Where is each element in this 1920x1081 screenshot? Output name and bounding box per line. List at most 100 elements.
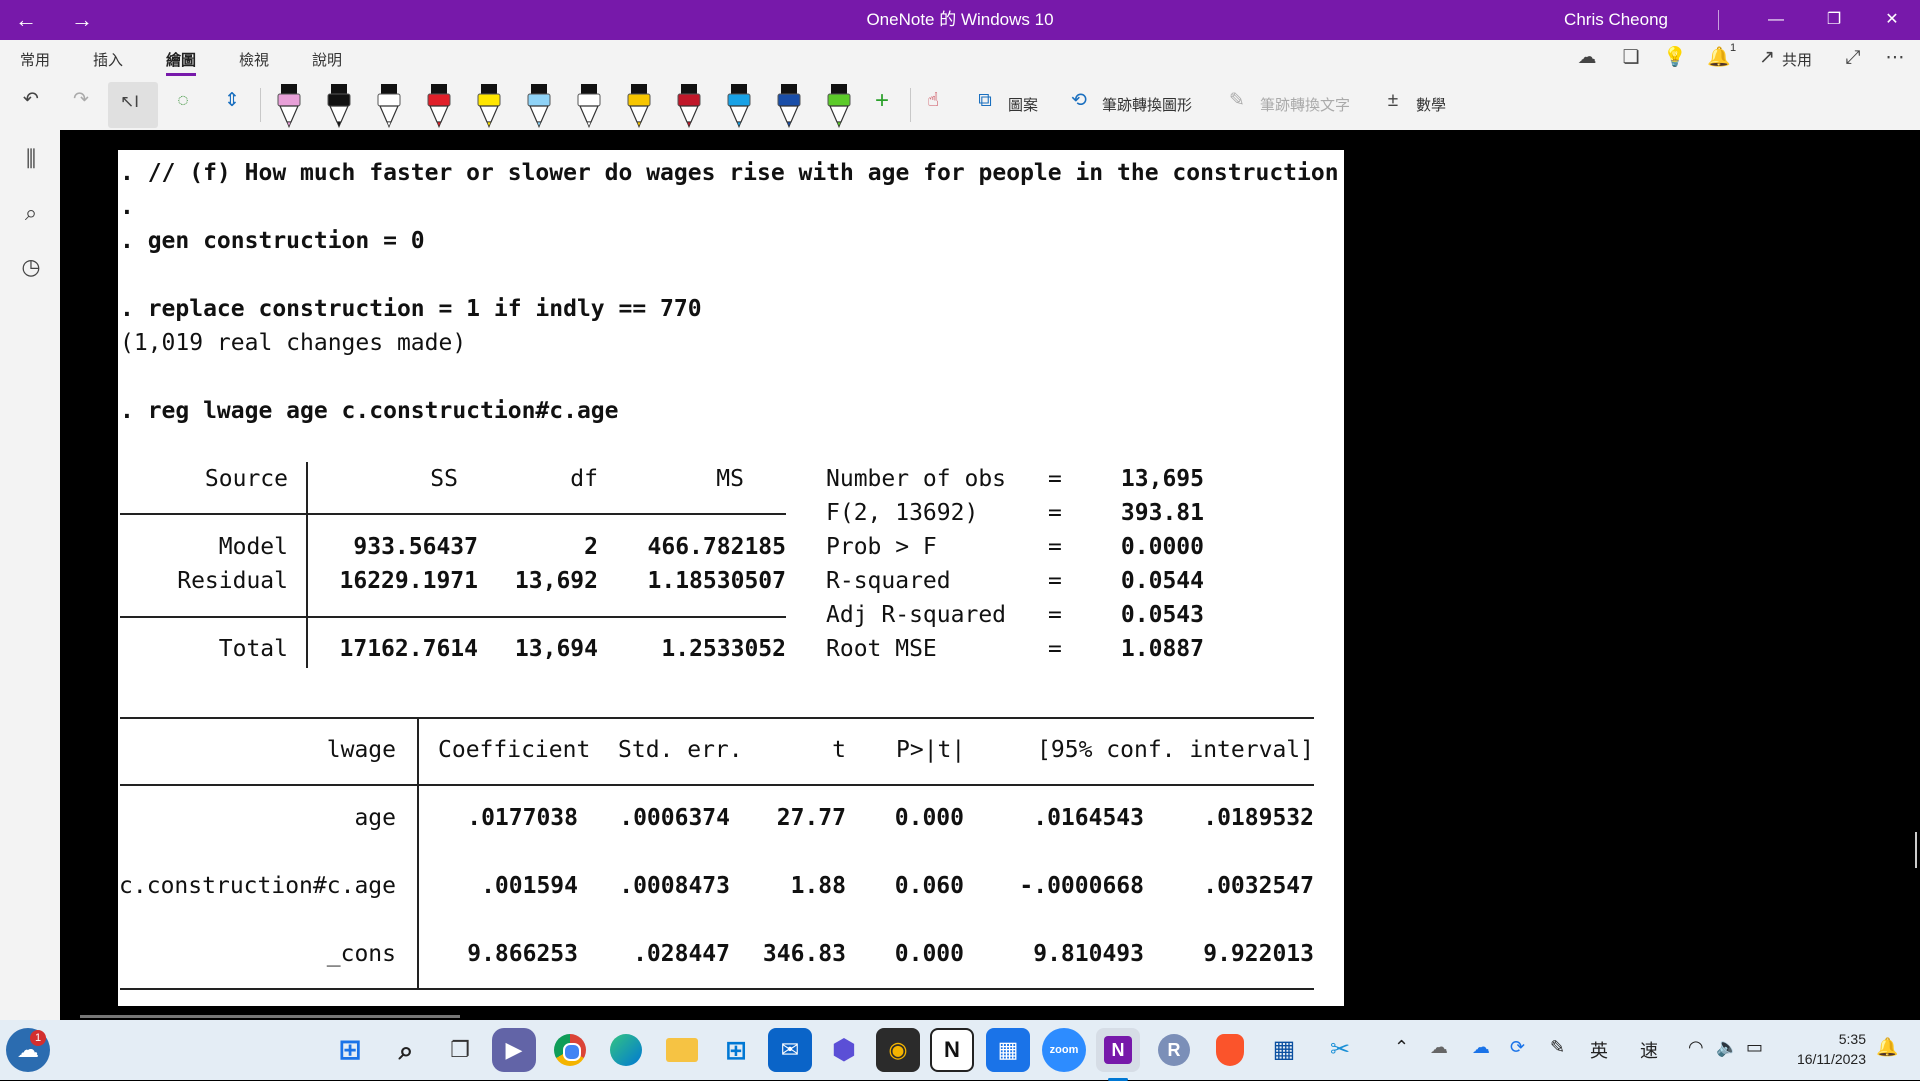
pen-icon[interactable] [622,82,656,128]
clock-time: 5:35 [1838,1031,1866,1047]
r-app[interactable]: R [1152,1028,1196,1072]
pen-icon[interactable] [422,82,456,128]
more-icon[interactable]: ⋯ [1885,47,1905,68]
teams-app[interactable]: ▶ [492,1028,536,1072]
recent-clock-icon[interactable]: ◷ [21,254,41,279]
stat-label: Root MSE [826,636,937,662]
ime-language[interactable]: 英 [1590,1041,1608,1061]
mail-app[interactable]: ✉ [768,1028,812,1072]
redo-icon[interactable]: ↷ [73,89,89,110]
minimize-button[interactable]: — [1768,11,1784,28]
anova-vertical-rule [306,462,308,668]
forward-arrow-icon[interactable]: → [71,7,93,32]
coef-row-label: _cons [326,941,396,967]
clipchamp-app[interactable]: ⬢ [822,1028,866,1072]
tab-insert[interactable]: 插入 [93,52,124,69]
shapes-button[interactable]: 圖案 [1008,97,1039,114]
tab-view[interactable]: 檢視 [239,52,270,69]
vertical-scrollbar[interactable] [1915,832,1917,868]
store-app[interactable]: ⊞ [714,1028,758,1072]
coef-cell: .001594 [481,873,578,899]
onedrive-icon[interactable]: ☁ [1472,1037,1490,1057]
onenote-app[interactable]: N [1096,1028,1140,1081]
tab-draw[interactable]: 繪圖 [166,49,197,76]
pen-icon[interactable] [572,82,606,128]
pen-icon[interactable] [722,82,756,128]
ink-to-shape-button[interactable]: 筆跡轉換圖形 [1102,97,1193,114]
pen-icon[interactable] [322,82,356,128]
sync-cloud-icon[interactable]: ☁ [1577,47,1597,68]
insert-space-icon[interactable]: ⇕ [224,90,240,111]
coef-cell: 346.83 [762,941,846,967]
battery-icon[interactable]: ▭ [1746,1037,1764,1057]
ribbon: 常用 插入 繪圖 檢視 說明 ☁ ❏ 💡 🔔 1 ↗ 共用 ⤢ ⋯ ↶ ↷ ↖I… [0,40,1920,130]
notification-bell-icon[interactable]: 🔔 [1876,1037,1899,1057]
undo-icon[interactable]: ↶ [23,89,39,110]
math-button[interactable]: 數學 [1416,97,1447,114]
file-explorer-app[interactable] [660,1028,704,1072]
calendar-app[interactable]: ▦ [986,1028,1030,1072]
horizontal-scrollbar[interactable] [80,1015,460,1018]
zoom-app[interactable]: zoom [1042,1028,1086,1072]
back-arrow-icon[interactable]: ← [15,7,37,32]
clipchamp-icon: ⬢ [831,1034,857,1065]
chrome-app[interactable] [548,1028,592,1072]
notebook-icon[interactable]: ❏ [1622,47,1640,68]
notion-app[interactable]: N [930,1028,974,1072]
ink-to-shape-icon[interactable]: ⟲ [1071,90,1087,111]
taskbar-search[interactable]: ⌕ [384,1028,428,1072]
type-select-tool[interactable]: ↖I [108,82,158,128]
show-hidden-icons-chevron-icon[interactable]: ⌃ [1394,1037,1410,1057]
coef-cell: .0032547 [1203,873,1314,899]
lightbulb-icon[interactable]: 💡 [1663,47,1687,68]
tab-home[interactable]: 常用 [20,52,51,69]
anova-cell: 13,694 [514,636,598,662]
pen-icon[interactable] [822,82,856,128]
sync-icon[interactable]: ⟳ [1510,1037,1526,1057]
bell-icon[interactable]: 🔔 [1707,47,1731,68]
share-icon[interactable]: ↗ [1759,47,1775,68]
close-button[interactable]: ✕ [1885,11,1899,28]
pen-icon[interactable] [522,82,556,128]
coef-rule [120,717,1314,719]
zoom-icon: zoom [1049,1044,1079,1056]
davinci-app[interactable]: ◉ [876,1028,920,1072]
ime-mode[interactable]: 速 [1640,1041,1658,1061]
notebooks-icon[interactable]: ⫼ [25,146,37,171]
stata-output-image[interactable]: . // (f) How much faster or slower do wa… [118,150,1344,1006]
math-icon[interactable]: ± [1387,90,1399,111]
restore-button[interactable]: ❐ [1826,11,1842,28]
edge-app[interactable] [604,1028,648,1072]
stat-value: 0.0543 [1120,602,1204,628]
coef-header-pvalue: P>|t| [896,737,966,763]
volume-icon[interactable]: 🔈 [1716,1037,1739,1057]
pen-icon[interactable] [372,82,406,128]
brave-app[interactable] [1208,1028,1252,1072]
pen-icon[interactable]: ✎ [1550,1037,1566,1057]
apps-launcher[interactable]: ▦ [1262,1028,1306,1072]
share-button[interactable]: 共用 [1782,52,1813,69]
anova-cell: 2 [584,534,598,560]
task-view-button[interactable]: ❐ [438,1028,482,1072]
snipping-app[interactable]: ✂ [1318,1028,1362,1072]
search-icon[interactable]: ⌕ [24,200,38,225]
system-clock[interactable]: 5:35 16/11/2023 [1797,1029,1866,1069]
shapes-icon[interactable]: ⧉ [978,90,992,111]
pen-icon[interactable] [672,82,706,128]
user-name[interactable]: Chris Cheong [1564,10,1668,29]
stat-value: 0.0544 [1120,568,1204,594]
pen-icon[interactable] [272,82,306,128]
onedrive-error-icon[interactable]: ☁ [1430,1037,1448,1057]
pen-icon[interactable] [772,82,806,128]
anova-cell: 1.18530507 [647,568,786,594]
lasso-select-icon[interactable]: ◌ [177,90,189,111]
start-button[interactable]: ⊞ [328,1028,372,1072]
wifi-icon[interactable]: ◠ [1688,1037,1704,1057]
tab-help[interactable]: 說明 [312,52,343,69]
touch-drawing-icon[interactable]: ☝ [927,90,939,111]
anova-cell: 1.2533052 [661,636,786,662]
add-pen-icon[interactable]: + [874,87,889,114]
coef-cell: .0177038 [467,805,578,831]
fullscreen-icon[interactable]: ⤢ [1845,47,1861,68]
pen-icon[interactable] [472,82,506,128]
